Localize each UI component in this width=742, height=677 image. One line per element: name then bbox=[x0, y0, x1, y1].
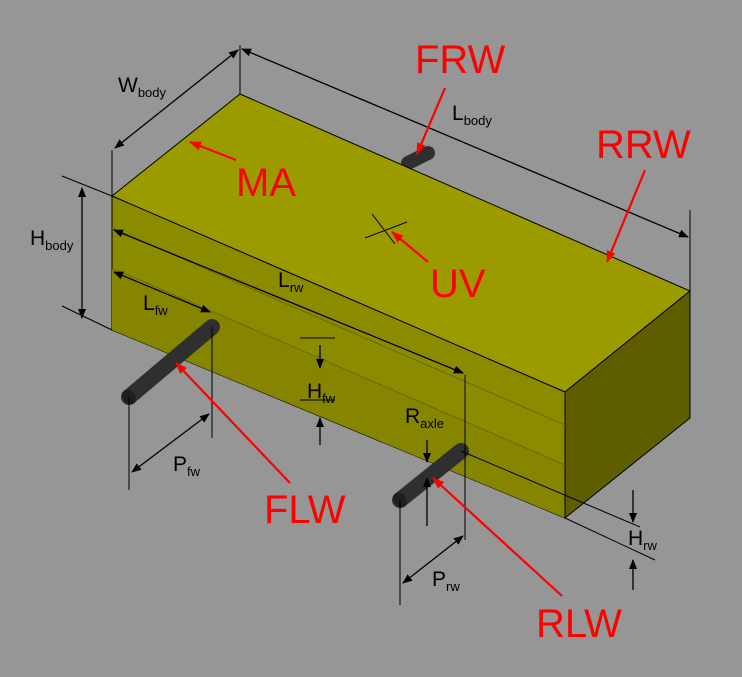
r-axle-label: Raxle bbox=[405, 405, 444, 431]
rrw-arrow bbox=[605, 169, 647, 263]
h-body-label: Hbody bbox=[30, 227, 74, 253]
h-rw-label: Hrw bbox=[628, 527, 658, 553]
wheel-cylinder-icon bbox=[401, 146, 435, 170]
front-right-wheel bbox=[401, 146, 435, 170]
frw-arrow bbox=[415, 87, 447, 155]
w-body-dimension-line bbox=[114, 49, 239, 149]
rrw-label: RRW bbox=[596, 123, 691, 167]
flw-label: FLW bbox=[264, 488, 346, 532]
l-body-label: Lbody bbox=[452, 102, 492, 128]
uv-arrow bbox=[391, 231, 429, 263]
uv-label: UV bbox=[430, 262, 486, 306]
dimension-labels: Wbody Lbody Hbody Lrw Lfw Hfw Raxle Pfw … bbox=[30, 74, 658, 594]
ma-arrow bbox=[189, 140, 237, 162]
p-fw-label: Pfw bbox=[173, 453, 201, 479]
ma-label: MA bbox=[236, 161, 296, 205]
l-fw-dimension-line bbox=[113, 271, 211, 313]
p-fw-dimension-line bbox=[131, 413, 210, 473]
l-fw-label: Lfw bbox=[143, 292, 168, 318]
p-rw-label: Prw bbox=[432, 568, 460, 594]
body-right-face bbox=[564, 289, 691, 520]
flw-arrow bbox=[175, 362, 291, 484]
w-body-label: Wbody bbox=[118, 74, 167, 100]
l-rw-dimension-line bbox=[113, 229, 464, 374]
l-rw-label: Lrw bbox=[278, 269, 304, 295]
p-rw-dimension-line bbox=[402, 535, 464, 584]
callout-arrows bbox=[175, 87, 647, 597]
h-fw-label: Hfw bbox=[307, 380, 336, 406]
frw-label: FRW bbox=[415, 38, 506, 82]
rlw-label: RLW bbox=[536, 602, 622, 646]
l-body-dimension-line bbox=[241, 48, 689, 238]
callout-labels: FRW RRW MA UV FLW RLW bbox=[236, 38, 691, 646]
dimension-lines bbox=[78, 48, 689, 590]
rlw-arrow bbox=[432, 477, 563, 597]
